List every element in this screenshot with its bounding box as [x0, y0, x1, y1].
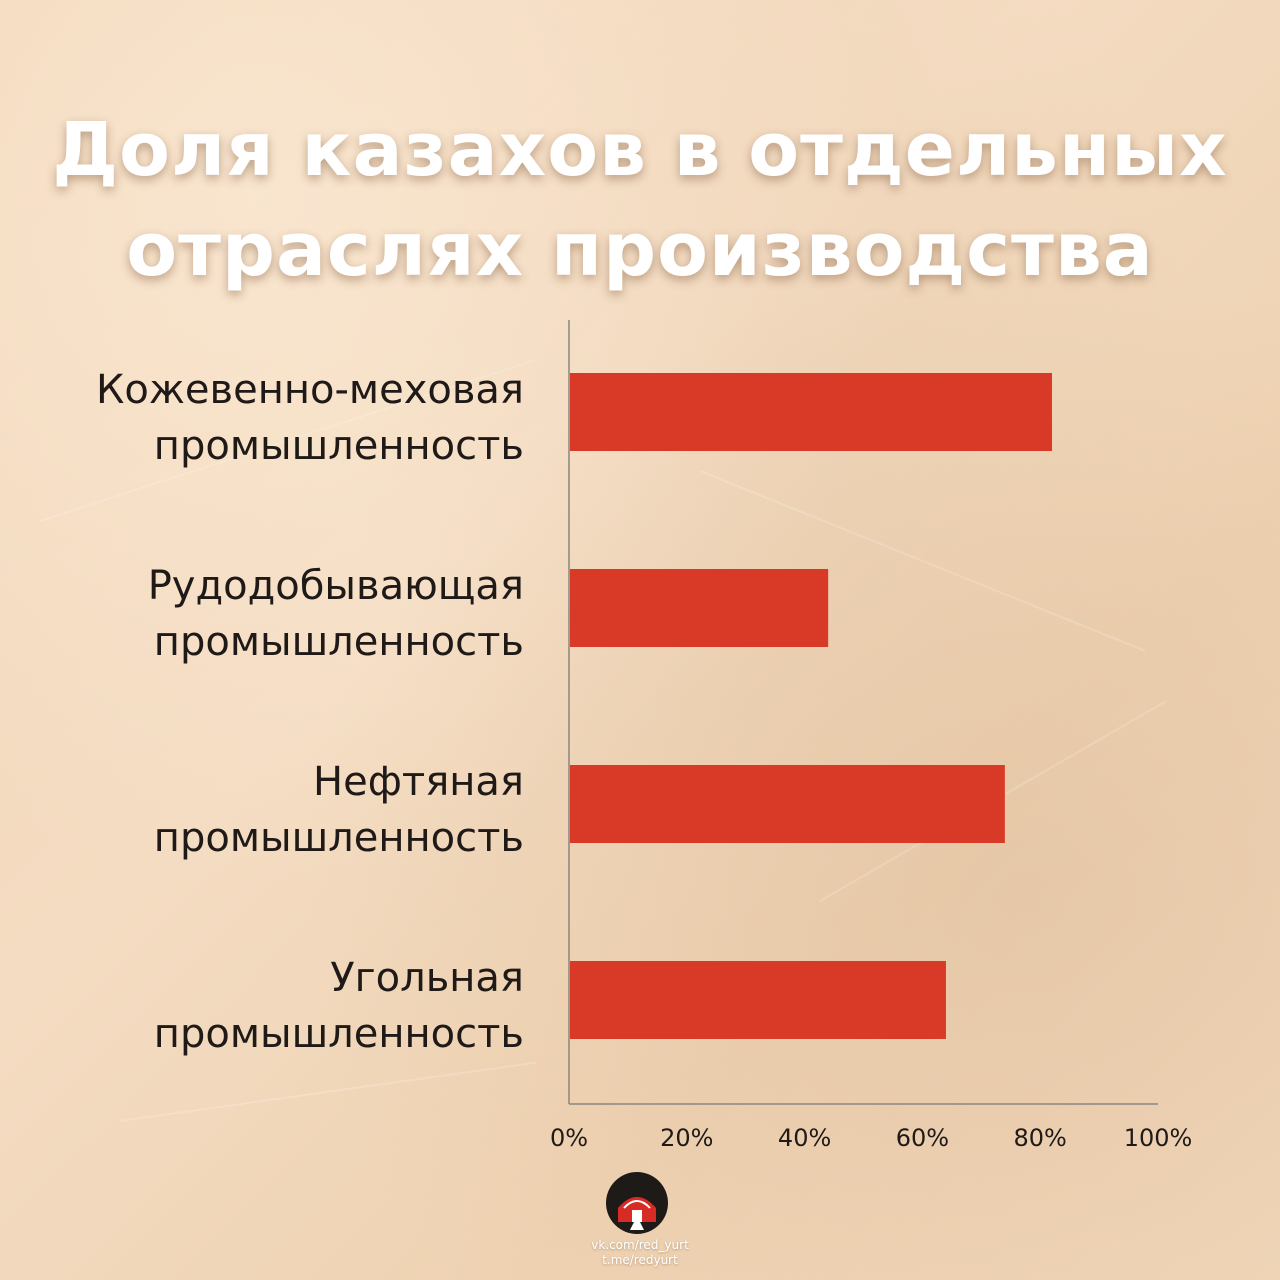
source-credits: vk.com/red_yurt t.me/redyurt: [540, 1238, 740, 1268]
bar: [570, 961, 946, 1039]
category-label-line-1: Кожевенно-меховая: [96, 367, 524, 413]
chart-title: Доля казахов в отдельных отраслях произв…: [0, 100, 1280, 300]
bar: [570, 765, 1005, 843]
category-label: Нефтяная промышленность: [154, 754, 524, 866]
category-label-line-1: Рудодобывающая: [147, 563, 524, 609]
category-label-line-2: промышленность: [153, 815, 524, 861]
x-tick-label: 20%: [660, 1124, 713, 1152]
bar: [570, 569, 829, 647]
chart-title-line-1: Доля казахов в отдельных: [52, 107, 1228, 193]
category-label-line-2: промышленность: [153, 1011, 524, 1057]
bar: [570, 373, 1052, 451]
category-label-line-2: промышленность: [153, 619, 524, 665]
category-label: Угольная промышленность: [154, 950, 524, 1062]
x-tick-label: 60%: [896, 1124, 949, 1152]
chart-title-line-2: отраслях производства: [126, 207, 1154, 293]
x-tick-label: 100%: [1124, 1124, 1193, 1152]
category-label: Рудодобывающая промышленность: [148, 558, 524, 670]
x-tick-label: 40%: [778, 1124, 831, 1152]
x-tick-label: 80%: [1014, 1124, 1067, 1152]
category-label-line-2: промышленность: [153, 423, 524, 469]
category-label: Кожевенно-меховая промышленность: [96, 362, 524, 474]
category-label-line-1: Угольная: [330, 955, 524, 1001]
vk-link-text: vk.com/red_yurt: [591, 1238, 689, 1252]
category-label-line-1: Нефтяная: [313, 759, 524, 805]
telegram-link-text: t.me/redyurt: [602, 1253, 678, 1267]
yurt-icon: [606, 1172, 668, 1234]
x-tick-label: 0%: [550, 1124, 588, 1152]
